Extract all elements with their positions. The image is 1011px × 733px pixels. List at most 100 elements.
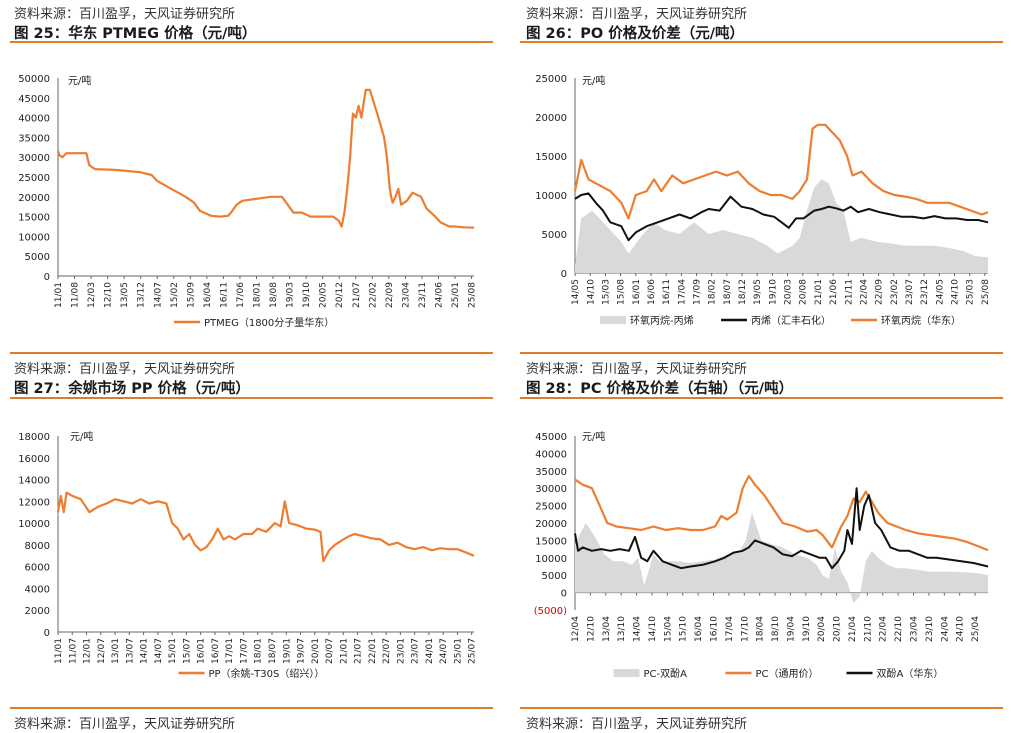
legend-label: PC-双酚A: [644, 668, 688, 680]
x-tick-label: 14/04: [633, 616, 643, 642]
x-tick-label: 21/01: [814, 279, 824, 305]
title-rule: [10, 41, 493, 43]
section-rule: [520, 352, 1003, 354]
x-tick-label: 24/10: [956, 616, 966, 642]
x-tick-label: 15/01: [168, 638, 178, 664]
chart-title: 图 25：华东 PTMEG 价格（元/吨）: [14, 26, 257, 42]
x-tick-label: 23/10: [925, 616, 935, 642]
x-tick-label: 18/07: [268, 638, 278, 664]
y-tick-label: 20000: [535, 113, 567, 124]
x-tick-label: 22/07: [382, 638, 392, 664]
legend-swatch: [600, 316, 626, 324]
y-tick-label: 20000: [535, 519, 567, 530]
legend-label: 丙烯（汇丰石化）: [751, 314, 831, 327]
x-tick-label: 21/01: [339, 638, 349, 664]
x-tick-label: 12/03: [87, 282, 97, 308]
source-note: 资料来源：百川盈孚，天风证券研究所: [14, 362, 236, 377]
x-tick-label: 15/03: [601, 279, 611, 305]
x-tick-label: 12/04: [571, 616, 581, 642]
x-tick-label: 16/07: [211, 638, 221, 664]
x-tick-label: 11/07: [68, 638, 78, 664]
x-tick-label: 13/07: [125, 638, 135, 664]
y-tick-label: (5000): [534, 606, 567, 617]
x-tick-label: 25/01: [453, 638, 463, 664]
y-tick-label: 20000: [18, 193, 50, 204]
chart-title: 图 28：PC 价格及价差（右轴）（元/吨）: [526, 381, 794, 397]
x-tick-label: 18/10: [771, 616, 781, 642]
x-tick-label: 14/01: [140, 638, 150, 664]
x-tick-label: 20/05: [319, 282, 329, 308]
x-tick-label: 16/01: [197, 638, 207, 664]
x-tick-label: 17/10: [740, 616, 750, 642]
x-tick-label: 22/01: [368, 638, 378, 664]
x-tick-label: 18/02: [708, 279, 718, 305]
chart-title: 图 26：PO 价格及价差（元/吨）: [526, 26, 745, 42]
x-tick-label: 23/02: [890, 279, 900, 305]
x-tick-label: 18/08: [269, 282, 279, 308]
x-tick-label: 12/01: [83, 638, 93, 664]
x-tick-label: 14/07: [154, 638, 164, 664]
title-rule: [10, 397, 493, 399]
chart-po-price-spread: 0 5000 10000 15000 20000 25000 元/吨 14/05 14/10 15…: [535, 74, 991, 327]
series-line: [574, 192, 989, 242]
x-tick-label: 15/10: [679, 616, 689, 642]
x-tick-label: 17/09: [693, 279, 703, 305]
x-tick-label: 20/03: [784, 279, 794, 305]
y-tick-label: 5000: [542, 571, 567, 582]
series-area: [575, 179, 988, 273]
y-tick-label: 50000: [18, 74, 50, 85]
x-tick-label: 25/03: [966, 279, 976, 305]
series-line: [56, 491, 475, 563]
source-note: 资料来源：百川盈孚，天风证券研究所: [526, 717, 748, 732]
x-tick-label: 25/08: [468, 282, 478, 308]
x-tick-label: 16/01: [632, 279, 642, 305]
source-note: 资料来源：百川盈孚，天风证券研究所: [526, 7, 748, 22]
x-tick-label: 17/06: [236, 282, 246, 308]
legend-label: PTMEG（1800分子量华东）: [204, 316, 334, 329]
x-tick-label: 23/12: [920, 279, 930, 305]
x-tick-label: 14/07: [153, 282, 163, 308]
x-tick-label: 19/05: [753, 279, 763, 305]
x-tick-label: 13/10: [617, 616, 627, 642]
x-tick-label: 20/01: [311, 638, 321, 664]
y-tick-label: 12000: [18, 497, 50, 508]
x-tick-label: 21/11: [844, 279, 854, 305]
source-note: 资料来源：百川盈孚，天风证券研究所: [526, 362, 748, 377]
y-tick-label: 6000: [25, 563, 50, 574]
title-rule: [520, 41, 1003, 43]
x-tick-label: 23/11: [418, 282, 428, 308]
x-tick-label: 15/07: [182, 638, 192, 664]
x-tick-label: 12/10: [104, 282, 114, 308]
y-tick-label: 40000: [18, 114, 50, 125]
x-tick-label: 16/11: [662, 279, 672, 305]
x-tick-label: 18/12: [738, 279, 748, 305]
y-tick-label: 15000: [535, 152, 567, 163]
x-tick-label: 22/09: [385, 282, 395, 308]
x-tick-label: 17/04: [677, 279, 687, 305]
x-tick-label: 20/08: [799, 279, 809, 305]
y-tick-label: 15000: [18, 213, 50, 224]
chart-ptmeg-price: 0 5000 10000 15000 20000 25000 30000 35000 40000…: [18, 74, 478, 329]
y-tick-label: 45000: [18, 94, 50, 105]
x-tick-label: 24/04: [940, 616, 950, 642]
y-tick-label: 35000: [535, 467, 567, 478]
x-tick-label: 16/11: [219, 282, 229, 308]
x-tick-label: 12/07: [97, 638, 107, 664]
section-rule: [10, 352, 493, 354]
section-rule: [520, 707, 1003, 709]
y-tick-label: 5000: [542, 230, 567, 241]
x-tick-label: 25/01: [451, 282, 461, 308]
series-line: [573, 123, 989, 220]
x-tick-label: 25/04: [971, 616, 981, 642]
x-tick-label: 23/04: [910, 616, 920, 642]
y-tick-label: 0: [561, 589, 567, 600]
x-tick-label: 14/10: [648, 616, 658, 642]
legend-label: PP（余姚-T30S（绍兴））: [209, 667, 325, 680]
x-tick-label: 24/07: [439, 638, 449, 664]
x-tick-label: 17/04: [725, 616, 735, 642]
y-tick-label: 0: [44, 628, 50, 639]
section-rule: [10, 707, 493, 709]
x-tick-label: 13/12: [137, 282, 147, 308]
y-tick-label: 0: [44, 272, 50, 283]
x-tick-label: 18/01: [253, 282, 263, 308]
